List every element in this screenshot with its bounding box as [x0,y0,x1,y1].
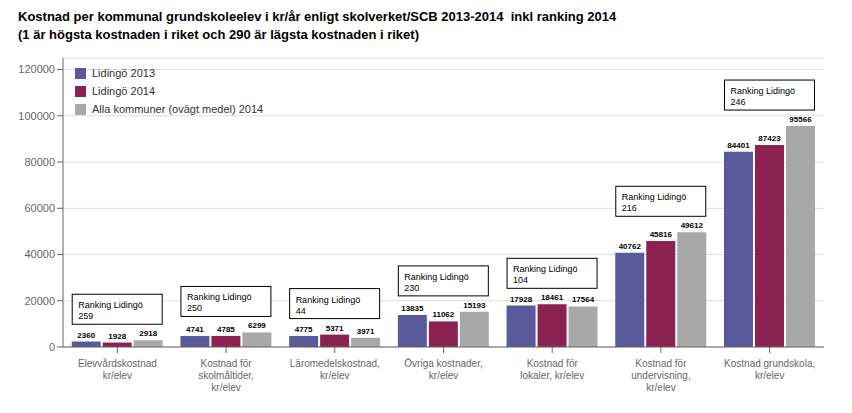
html-text:Kostnad per kommunal grundskol: Kostnad per kommunal grundskoleelev i kr… [18,9,617,24]
svg-text:49612: 49612 [681,221,704,230]
svg-text:6299: 6299 [248,321,266,330]
svg-text:2360: 2360 [77,331,95,340]
svg-text:Kostnad grundskola,kr/elev: Kostnad grundskola,kr/elev [724,358,815,381]
svg-text:Övriga kostnader,kr/elev: Övriga kostnader,kr/elev [404,358,482,381]
svg-text:Ranking Lidingö44: Ranking Lidingö44 [296,295,361,316]
svg-text:80000: 80000 [24,156,55,168]
svg-text:95566: 95566 [789,115,812,124]
svg-text:40762: 40762 [619,242,642,251]
svg-text:Ranking Lidingö104: Ranking Lidingö104 [513,264,578,285]
html-text:Alla kommuner (ovägt medel) 20: Alla kommuner (ovägt medel) 2014 [92,103,264,115]
svg-text:1928: 1928 [108,332,126,341]
html-text:(1 är högsta kostnaden i riket: (1 är högsta kostnaden i riket och 290 ä… [18,27,419,42]
svg-text:13835: 13835 [401,304,424,313]
svg-text:Kostnad förlokaler, kr/elev: Kostnad förlokaler, kr/elev [520,358,584,381]
html-text:Lidingö 2013: Lidingö 2013 [92,67,155,79]
svg-text:Kostnad förundervisning,kr/ele: Kostnad förundervisning,kr/elev [631,358,690,393]
svg-text:0: 0 [49,341,55,353]
svg-text:Elevvårdskostnadkr/elev: Elevvårdskostnadkr/elev [78,358,157,381]
svg-text:Läromedelskostnad,kr/elev: Läromedelskostnad,kr/elev [290,358,380,381]
svg-text:Ranking Lidingö246: Ranking Lidingö246 [730,86,795,107]
svg-text:Ranking Lidingö230: Ranking Lidingö230 [404,272,469,293]
svg-text:45816: 45816 [650,230,673,239]
svg-text:3971: 3971 [357,327,375,336]
svg-text:87423: 87423 [758,134,781,143]
svg-text:17564: 17564 [572,295,595,304]
svg-text:17928: 17928 [510,295,533,304]
svg-text:Ranking Lidingö250: Ranking Lidingö250 [187,292,252,313]
svg-text:11062: 11062 [432,310,454,319]
svg-text:Kostnad förskolmåltider,kr/ele: Kostnad förskolmåltider,kr/elev [198,358,254,393]
svg-text:Ranking Lidingö259: Ranking Lidingö259 [78,300,143,321]
svg-text:40000: 40000 [24,248,55,260]
svg-text:Ranking Lidingö216: Ranking Lidingö216 [622,192,687,213]
html-text:Lidingö 2014: Lidingö 2014 [92,85,155,97]
svg-text:84401: 84401 [727,141,750,150]
svg-text:4785: 4785 [217,325,235,334]
svg-text:20000: 20000 [24,295,55,307]
svg-text:120000: 120000 [18,63,55,75]
svg-text:4741: 4741 [186,325,204,334]
svg-text:4775: 4775 [295,325,313,334]
svg-text:60000: 60000 [24,202,55,214]
svg-text:18461: 18461 [541,293,564,302]
svg-text:15193: 15193 [463,301,486,310]
svg-text:100000: 100000 [18,110,55,122]
svg-text:5371: 5371 [326,324,344,333]
svg-text:2918: 2918 [139,329,157,338]
